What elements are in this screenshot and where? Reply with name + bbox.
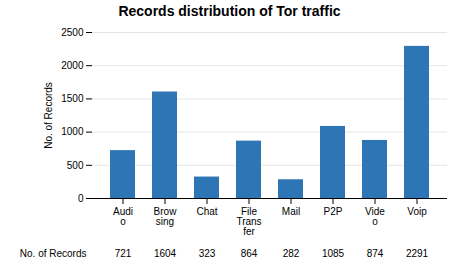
svg-text:2500: 2500 (61, 27, 84, 38)
svg-text:282: 282 (283, 248, 300, 259)
svg-text:864: 864 (241, 248, 258, 259)
html-text:Records distribution of Tor tr: Records distribution of Tor traffic (118, 3, 341, 19)
svg-text:Mail: Mail (282, 206, 300, 217)
svg-text:1000: 1000 (61, 126, 84, 137)
svg-text:Browsing: Browsing (154, 206, 178, 227)
svg-text:0: 0 (78, 193, 84, 204)
svg-text:1500: 1500 (61, 93, 84, 104)
svg-text:2000: 2000 (61, 60, 84, 71)
svg-text:No. of Records: No. of Records (20, 248, 87, 259)
svg-text:874: 874 (367, 248, 384, 259)
svg-text:Video: Video (365, 206, 385, 227)
svg-text:323: 323 (199, 248, 216, 259)
svg-text:721: 721 (115, 248, 132, 259)
svg-text:1085: 1085 (322, 248, 345, 259)
svg-text:FileTransfer: FileTransfer (236, 206, 261, 237)
svg-text:500: 500 (67, 160, 84, 171)
svg-text:No. of Records: No. of Records (43, 82, 54, 149)
svg-text:P2P: P2P (324, 206, 343, 217)
svg-text:Chat: Chat (196, 206, 217, 217)
svg-text:Voip: Voip (407, 206, 427, 217)
svg-text:2291: 2291 (406, 248, 429, 259)
svg-text:Audio: Audio (113, 206, 133, 227)
svg-text:1604: 1604 (154, 248, 177, 259)
